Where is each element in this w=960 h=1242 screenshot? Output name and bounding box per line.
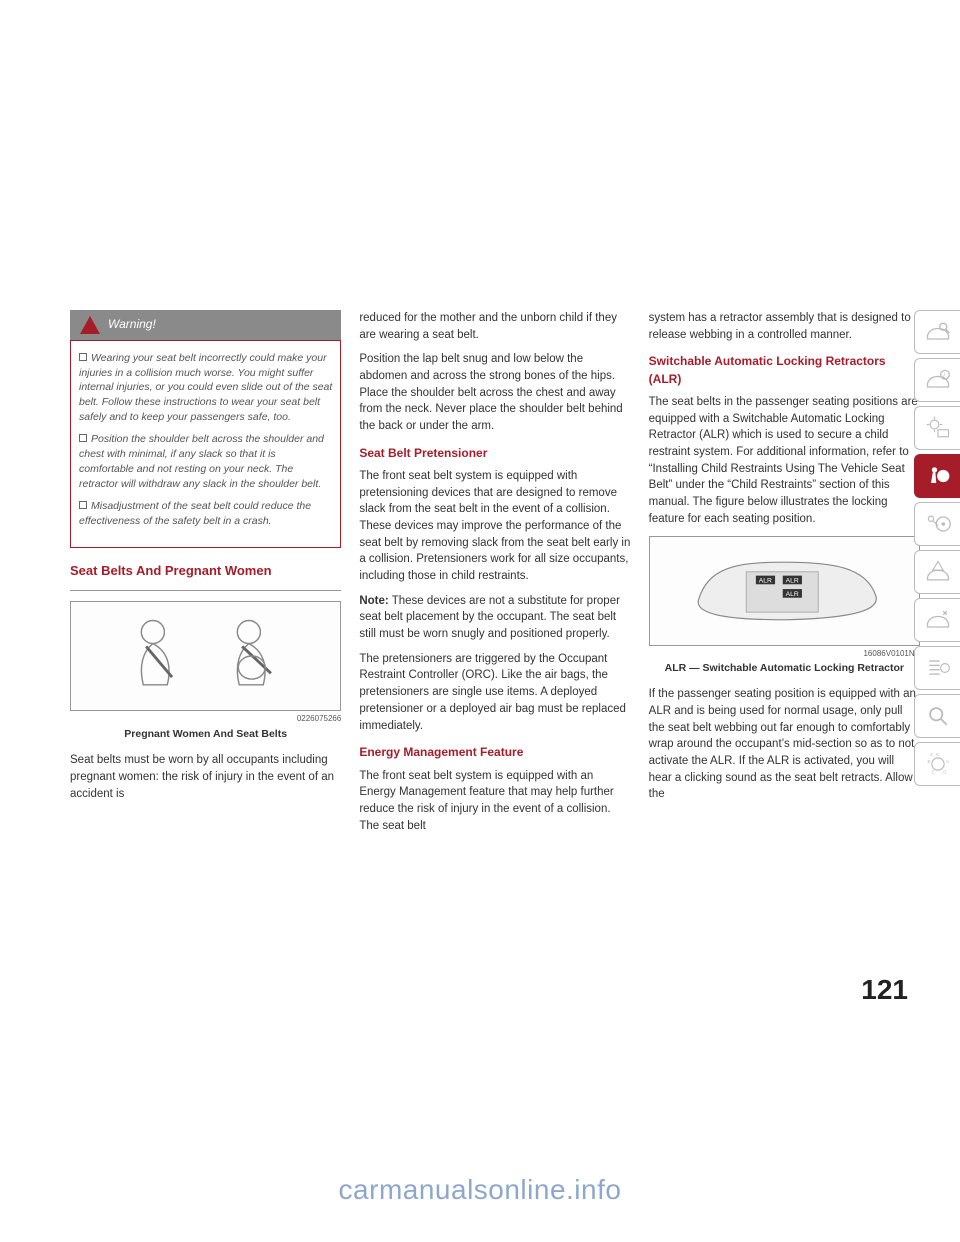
watermark: carmanualsonline.info	[339, 1174, 622, 1206]
figure-alr-car: ALR ALR ALR	[649, 536, 920, 646]
body-text: reduced for the mother and the unborn ch…	[359, 310, 630, 343]
tab-specs[interactable]	[914, 646, 960, 690]
svg-text:C: C	[931, 770, 934, 775]
svg-text:Z: Z	[930, 752, 933, 757]
svg-text:A: A	[945, 759, 948, 764]
warning-title: Warning!	[108, 316, 156, 333]
section-heading: Seat Belts And Pregnant Women	[70, 562, 341, 581]
figure-pregnant-seatbelt	[70, 601, 341, 711]
warning-text: Misadjustment of the seat belt could red…	[79, 500, 311, 527]
tab-search[interactable]	[914, 694, 960, 738]
sub-heading: Switchable Automatic Locking Retractors …	[649, 353, 920, 388]
warning-text: Position the shoulder belt across the sh…	[79, 433, 324, 489]
svg-text:ALR: ALR	[785, 577, 798, 584]
car-service-icon	[924, 606, 952, 634]
tab-car-search[interactable]	[914, 310, 960, 354]
page-number: 121	[861, 974, 908, 1006]
tab-index[interactable]: E A D C BZ	[914, 742, 960, 786]
pregnant-seatbelt-illustration	[77, 608, 334, 704]
figure-id: 16086V0101NA	[649, 648, 920, 660]
bullet-icon	[79, 501, 87, 509]
car-warning-icon	[924, 558, 952, 586]
svg-text:ALR: ALR	[785, 590, 798, 597]
sub-heading: Seat Belt Pretensioner	[359, 445, 630, 462]
note-body: These devices are not a substitute for p…	[359, 595, 620, 640]
note-text: Note: These devices are not a substitute…	[359, 593, 630, 643]
column-2: reduced for the mother and the unborn ch…	[359, 310, 630, 842]
tab-display[interactable]	[914, 406, 960, 450]
svg-text:ALR: ALR	[758, 577, 771, 584]
body-text: If the passenger seating position is equ…	[649, 686, 920, 803]
specs-icon	[924, 654, 952, 682]
body-text: system has a retractor assembly that is …	[649, 310, 920, 343]
bullet-icon	[79, 434, 87, 442]
tab-car-warning[interactable]	[914, 550, 960, 594]
warning-item: Position the shoulder belt across the sh…	[79, 432, 332, 491]
tab-key-steering[interactable]	[914, 502, 960, 546]
column-1: Warning! Wearing your seat belt incorrec…	[70, 310, 341, 842]
sidebar-tabs: i E A D C BZ	[914, 310, 960, 786]
body-text: The seat belts in the passenger seating …	[649, 394, 920, 527]
alr-car-illustration: ALR ALR ALR	[656, 543, 913, 639]
warning-header: Warning!	[70, 310, 341, 340]
svg-text:E: E	[936, 752, 939, 757]
sub-heading: Energy Management Feature	[359, 744, 630, 761]
body-text: Position the lap belt snug and low below…	[359, 351, 630, 434]
body-text: Seat belts must be worn by all occupants…	[70, 752, 341, 802]
magnify-icon	[924, 702, 952, 730]
tab-car-info[interactable]: i	[914, 358, 960, 402]
index-icon: E A D C BZ	[924, 750, 952, 778]
warning-text: Wearing your seat belt incorrectly could…	[79, 352, 332, 423]
tab-airbag[interactable]	[914, 454, 960, 498]
key-steering-icon	[924, 510, 952, 538]
figure-id: 0226075266	[70, 713, 341, 725]
body-text: The pretensioners are triggered by the O…	[359, 651, 630, 734]
warning-triangle-icon	[80, 316, 100, 334]
body-text: The front seat belt system is equipped w…	[359, 768, 630, 835]
warning-item: Misadjustment of the seat belt could red…	[79, 499, 332, 528]
car-info-icon: i	[924, 366, 952, 394]
svg-text:B: B	[927, 759, 930, 764]
warning-item: Wearing your seat belt incorrectly could…	[79, 351, 332, 424]
note-label: Note:	[359, 595, 388, 607]
column-3: system has a retractor assembly that is …	[649, 310, 920, 842]
warning-box: Wearing your seat belt incorrectly could…	[70, 340, 341, 548]
figure-caption: Pregnant Women And Seat Belts	[70, 727, 341, 742]
tab-car-service[interactable]	[914, 598, 960, 642]
body-text: The front seat belt system is equipped w…	[359, 468, 630, 585]
svg-text:D: D	[943, 770, 946, 775]
car-search-icon	[924, 318, 952, 346]
airbag-icon	[924, 462, 952, 490]
bullet-icon	[79, 353, 87, 361]
display-icon	[924, 414, 952, 442]
divider	[70, 590, 341, 591]
figure-caption: ALR — Switchable Automatic Locking Retra…	[649, 661, 920, 676]
